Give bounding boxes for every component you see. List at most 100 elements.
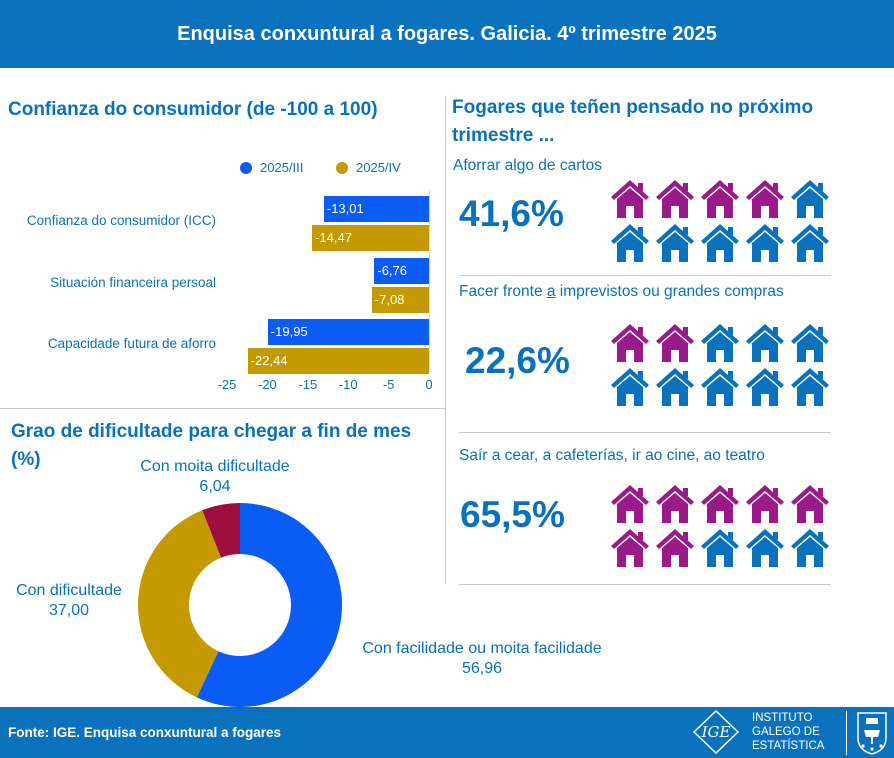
donut-label-ease: Con facilidade ou moita facilidade 56,96	[336, 639, 628, 679]
house-icon-filled	[653, 483, 698, 527]
footer-bar: Fonte: IGE. Enquisa conxuntural a fogare…	[0, 707, 894, 758]
house-icon	[698, 366, 743, 410]
plans-divider-3	[459, 584, 831, 585]
plan-item-2-house-icons	[608, 322, 836, 410]
donut-label-ease-name: Con facilidade ou moita facilidade	[362, 640, 602, 657]
bar-value-label: -22,44	[250, 353, 288, 368]
plan-item-3-label: Saír a cear, a cafeterías, ir ao cine, a…	[459, 447, 765, 464]
x-tick-label: -10	[338, 377, 358, 392]
house-icon-filled	[698, 178, 743, 222]
donut-slice-ease	[196, 503, 342, 707]
plans-divider-2	[459, 432, 831, 433]
house-icon-filled	[608, 322, 653, 366]
house-icon	[743, 366, 788, 410]
house-icon	[743, 527, 788, 571]
plan-item-3-value: 65,5%	[460, 494, 565, 535]
plan-item-2-label-start: Facer fronte	[459, 283, 547, 300]
x-tick-label: 0	[425, 377, 433, 392]
legend-swatch-2025-iii	[240, 161, 252, 174]
legend-item-2025-iv: 2025/IV	[336, 160, 401, 175]
plan-item-3-house-icons	[608, 483, 836, 571]
donut-slice-difficulty	[137, 510, 222, 698]
bar-value-label: -13,01	[326, 201, 364, 216]
page-title: Enquisa conxuntural a fogares. Galicia. …	[177, 23, 717, 45]
house-icon-filled	[608, 178, 653, 222]
coat-of-arms-icon	[857, 712, 887, 755]
house-icon-filled	[653, 178, 698, 222]
difficulty-donut-chart	[137, 503, 342, 707]
left-horizontal-divider	[0, 408, 445, 409]
house-icon	[788, 222, 833, 266]
ige-logo-line-2: GALEGO DE	[752, 726, 820, 738]
bar-2025-iv-situaci-n-financeira-persoal	[371, 287, 429, 313]
house-icon	[743, 222, 788, 266]
difficulty-chart-title: Grao de dificultade para chegar a fin de…	[11, 421, 412, 470]
category-label-situaci-n-financeira-persoal: Situación financeira persoal	[50, 275, 216, 290]
x-tick-label: -25	[217, 377, 237, 392]
house-icon-filled	[608, 483, 653, 527]
donut-label-high-difficulty-name: Con moita dificultade	[140, 458, 290, 475]
legend-swatch-2025-iv	[336, 161, 348, 174]
donut-label-ease-value: 56,96	[461, 660, 503, 677]
ige-logo-line-1: INSTITUTO	[752, 712, 813, 724]
plan-item-1-label: Aforrar algo de cartos	[453, 157, 603, 174]
category-label-capacidade-futura-de-aforro: Capacidade futura de aforro	[47, 336, 216, 351]
house-icon-filled	[653, 322, 698, 366]
house-icon	[698, 222, 743, 266]
x-tick-label: -20	[257, 377, 277, 392]
source-note: Fonte: IGE. Enquisa conxuntural a fogare…	[8, 725, 282, 740]
bar-value-label: -7,08	[374, 292, 405, 307]
plans-title: Fogares que teñen pensado no próximo tri…	[452, 97, 814, 146]
house-icon	[788, 322, 833, 366]
plan-item-1-value: 41,6%	[459, 193, 564, 234]
legend-item-2025-iii: 2025/III	[240, 160, 303, 175]
house-icon-filled	[653, 527, 698, 571]
house-icon	[653, 222, 698, 266]
ige-logo-mark: IGE	[701, 723, 731, 741]
bar-2025-iv-capacidade-futura-de-aforro	[247, 348, 429, 374]
plan-item-2-label-end: imprevistos ou grandes compras	[555, 283, 784, 300]
ige-logo-line-3: ESTATÍSTICA	[752, 740, 825, 752]
house-icon-filled	[698, 483, 743, 527]
ige-logo-text: INSTITUTO GALEGO DE ESTATÍSTICA	[752, 711, 824, 753]
donut-label-high-difficulty-value: 6,04	[199, 478, 231, 495]
house-icon	[608, 366, 653, 410]
house-icon-filled	[788, 483, 833, 527]
bar-chart-zero-axis	[429, 190, 430, 372]
house-icon	[788, 527, 833, 571]
vertical-divider	[445, 96, 446, 584]
plans-divider-1	[459, 275, 831, 276]
house-icon	[743, 322, 788, 366]
x-tick-label: -15	[298, 377, 318, 392]
legend-label-2025-iii: 2025/III	[260, 160, 304, 175]
bar-value-label: -6,76	[377, 263, 408, 278]
bar-2025-iv-confianza-do-consumidor-icc	[312, 225, 429, 251]
house-icon	[788, 366, 833, 410]
plan-item-1-house-icons	[608, 178, 836, 266]
header-bar: Enquisa conxuntural a fogares. Galicia. …	[0, 0, 894, 68]
house-icon	[788, 178, 833, 222]
donut-slice-high-difficulty	[202, 503, 240, 558]
house-icon	[698, 527, 743, 571]
confidence-chart-title: Confianza do consumidor (de -100 a 100)	[8, 99, 378, 120]
bar-value-label: -14,47	[315, 230, 352, 245]
house-icon	[653, 366, 698, 410]
house-icon	[608, 222, 653, 266]
ige-logo-icon: IGE	[692, 709, 740, 755]
bar-value-label: -19,95	[270, 324, 308, 339]
bar-2025-iii-situaci-n-financeira-persoal	[374, 258, 429, 284]
donut-label-difficulty-name: Con dificultade	[16, 582, 122, 599]
house-icon	[698, 322, 743, 366]
plan-item-2-label: Facer fronte a imprevistos ou grandes co…	[459, 283, 784, 301]
logo-divider	[846, 711, 847, 755]
house-icon-filled	[608, 527, 653, 571]
x-tick-label: -5	[382, 377, 395, 392]
house-icon-filled	[743, 178, 788, 222]
bar-2025-iii-confianza-do-consumidor-icc	[323, 196, 429, 222]
category-label-confianza-do-consumidor-icc: Confianza do consumidor (ICC)	[26, 213, 216, 228]
donut-label-high-difficulty: Con moita dificultade 6,04	[115, 457, 315, 497]
legend-label-2025-iv: 2025/IV	[356, 160, 401, 175]
donut-label-difficulty-value: 37,00	[48, 602, 90, 619]
house-icon-filled	[743, 483, 788, 527]
bar-2025-iii-capacidade-futura-de-aforro	[267, 319, 429, 345]
